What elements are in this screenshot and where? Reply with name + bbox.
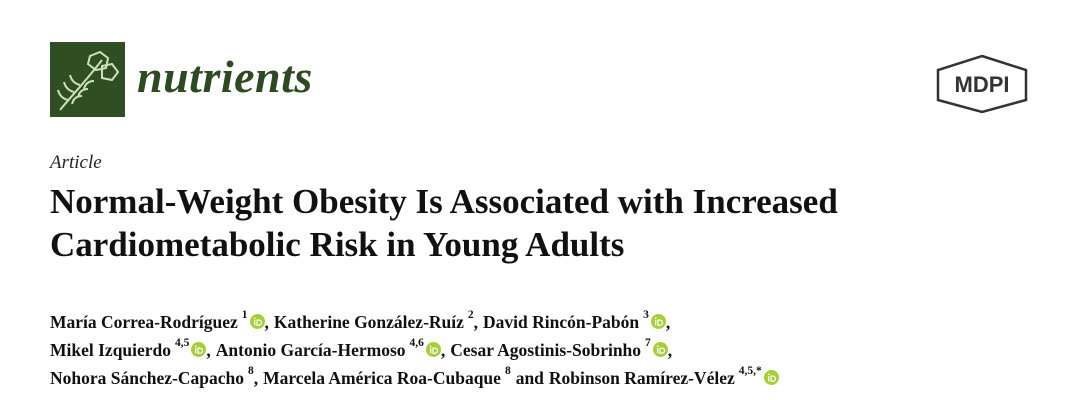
article-type: Article — [50, 152, 102, 173]
author-line: Nohora Sánchez-Capacho 8, Marcela América … — [50, 364, 779, 392]
affiliation: 3 — [643, 309, 649, 321]
author-list: María Correa-Rodríguez 1, Katherine Gonzál… — [50, 308, 779, 392]
author-name: Nohora Sánchez-Capacho — [50, 368, 244, 388]
author-name: Marcela América Roa-Cubaque — [263, 368, 501, 388]
title-line: Cardiometabolic Risk in Young Adults — [50, 225, 625, 264]
author-line: María Correa-Rodríguez 1, Katherine Gonzál… — [50, 308, 779, 336]
author-name: Katherine González-Ruíz — [273, 312, 464, 332]
author-name: Antonio García-Hermoso — [215, 340, 406, 360]
orcid-icon[interactable] — [650, 313, 666, 329]
orcid-icon[interactable] — [249, 313, 265, 329]
separator: and — [515, 368, 544, 388]
separator: , — [667, 340, 673, 360]
affiliation: 8 — [247, 365, 254, 377]
affiliation: 8 — [504, 365, 511, 377]
affiliation: 1 — [241, 309, 248, 321]
journal-logo — [50, 42, 125, 117]
separator: , — [440, 340, 446, 360]
journal-name: nutrients — [137, 51, 313, 102]
orcid-icon[interactable] — [191, 341, 207, 357]
author-name: David Rincón-Pabón — [483, 312, 640, 332]
publisher-logo: MDPI — [936, 54, 1028, 114]
separator: , — [206, 340, 211, 360]
separator: , — [473, 312, 479, 332]
author-name: María Correa-Rodríguez — [50, 312, 238, 332]
article-title: Normal-Weight Obesity Is Associated with… — [50, 180, 838, 266]
affiliation: 7 — [645, 337, 651, 349]
affiliation: 2 — [467, 309, 474, 321]
author-name: Mikel Izquierdo — [50, 340, 172, 360]
orcid-icon[interactable] — [425, 341, 441, 357]
affiliation: 4,6 — [409, 337, 424, 349]
author-name: Robinson Ramírez-Vélez — [548, 368, 735, 388]
author-name: Cesar Agostinis-Sobrinho — [450, 340, 642, 360]
orcid-icon[interactable] — [652, 341, 668, 357]
separator: , — [665, 312, 671, 332]
separator: , — [264, 312, 269, 332]
affiliation: 4,5,* — [738, 365, 762, 377]
affiliation: 4,5 — [175, 337, 190, 349]
author-line: Mikel Izquierdo 4,5, Antonio García-Hermos… — [50, 336, 779, 364]
publisher-name: MDPI — [955, 72, 1010, 97]
separator: , — [253, 368, 259, 388]
title-line: Normal-Weight Obesity Is Associated with… — [50, 182, 838, 221]
orcid-icon[interactable] — [763, 369, 779, 385]
